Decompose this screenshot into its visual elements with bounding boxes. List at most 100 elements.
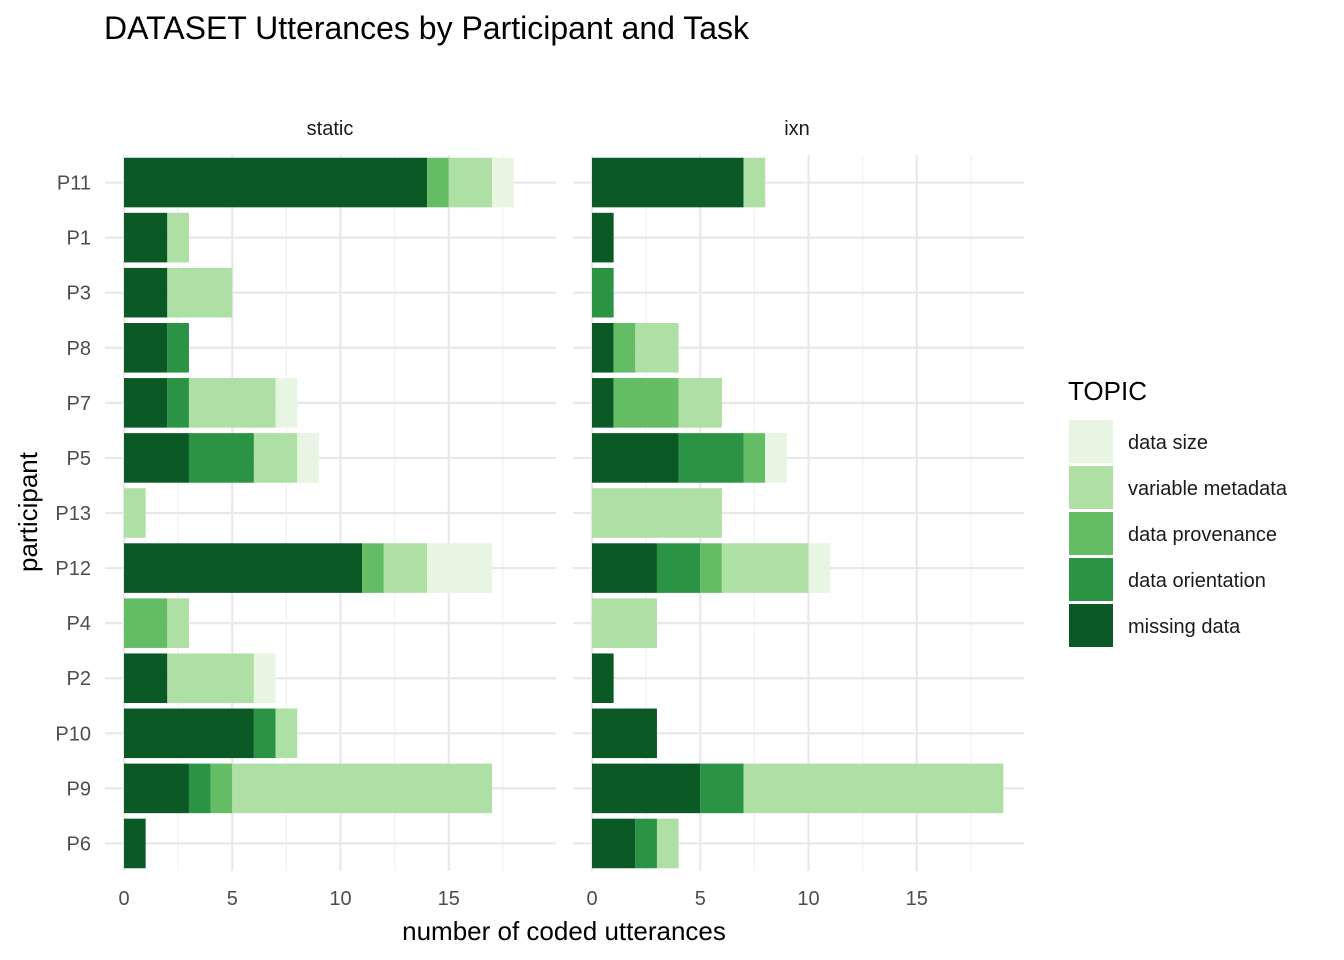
legend-swatch-data-provenance — [1069, 512, 1113, 555]
bar-segment-ixn-p8-data-provenance — [613, 322, 636, 373]
x-tick-label: 15 — [906, 888, 928, 910]
bar-segment-ixn-p11-missing-data — [592, 157, 744, 208]
bar-segment-static-p11-data-size — [492, 157, 514, 208]
bar-segment-static-p12-missing-data — [124, 543, 363, 593]
x-axis-title: number of coded utterances — [402, 916, 726, 946]
legend-label-data-size: data size — [1128, 432, 1208, 454]
bar-segment-static-p8-missing-data — [124, 322, 168, 373]
bar-segment-ixn-p12-data-orientation — [656, 543, 701, 593]
legend-title: TOPIC — [1068, 376, 1147, 406]
bar-segment-static-p1-missing-data — [124, 212, 168, 263]
bar-segment-ixn-p1-missing-data — [592, 212, 614, 263]
legend-label-data-orientation: data orientation — [1128, 570, 1266, 592]
bar-segment-static-p13-variable-metadata — [124, 488, 146, 538]
bar-segment-static-p3-variable-metadata — [167, 267, 233, 318]
x-axis-ticks: 0 5 10 15 — [586, 888, 927, 910]
y-tick-label: P12 — [55, 558, 91, 580]
bar-segment-static-p7-missing-data — [124, 378, 168, 428]
bar-segment-static-p6-missing-data — [124, 818, 146, 869]
legend-label-data-provenance: data provenance — [1128, 524, 1277, 546]
y-tick-label: P13 — [55, 503, 91, 525]
y-tick-label: P7 — [67, 393, 91, 415]
bar-segment-static-p7-data-size — [275, 378, 298, 428]
bars — [124, 157, 514, 869]
legend-swatch-data-size — [1069, 420, 1113, 463]
bar-segment-ixn-p5-data-provenance — [743, 433, 766, 483]
bar-segment-static-p2-missing-data — [124, 653, 168, 704]
bar-segment-static-p5-data-orientation — [188, 433, 254, 483]
bar-segment-ixn-p8-variable-metadata — [635, 322, 679, 373]
y-axis-title: participant — [13, 451, 43, 572]
legend-swatch-variable-metadata — [1069, 466, 1113, 509]
bar-segment-ixn-p6-data-orientation — [635, 818, 657, 869]
bar-segment-ixn-p4-variable-metadata — [592, 598, 657, 648]
bar-segment-static-p10-variable-metadata — [275, 708, 298, 759]
x-tick-label: 10 — [329, 888, 351, 910]
bar-segment-static-p11-data-provenance — [427, 157, 449, 208]
legend: TOPIC data size variable metadata data pro… — [1068, 376, 1288, 647]
bar-segment-ixn-p6-variable-metadata — [656, 818, 679, 869]
x-tick-label: 15 — [438, 888, 460, 910]
bar-segment-static-p7-data-orientation — [167, 378, 189, 428]
bar-segment-static-p11-variable-metadata — [448, 157, 493, 208]
bar-segment-static-p7-variable-metadata — [188, 378, 276, 428]
y-tick-label: P10 — [55, 723, 91, 745]
y-tick-label: P3 — [67, 283, 91, 305]
x-tick-label: 5 — [695, 888, 706, 910]
bar-segment-static-p12-data-size — [427, 543, 493, 593]
chart-title: DATASET Utterances by Participant and Ta… — [104, 10, 750, 46]
bar-segment-ixn-p11-variable-metadata — [743, 157, 766, 208]
y-tick-label: P1 — [67, 228, 91, 250]
bar-segment-ixn-p5-data-size — [765, 433, 787, 483]
bar-segment-static-p12-data-provenance — [362, 543, 384, 593]
bar-segment-ixn-p10-missing-data — [592, 708, 657, 759]
bar-segment-ixn-p3-data-orientation — [592, 267, 614, 318]
y-tick-label: P4 — [67, 613, 91, 635]
bar-segment-ixn-p5-data-orientation — [678, 433, 744, 483]
panel-static: static 0 5 10 15 — [105, 118, 556, 910]
panel-strip-label: static — [307, 118, 354, 140]
bar-segment-static-p4-variable-metadata — [167, 598, 189, 648]
bar-segment-ixn-p2-missing-data — [592, 653, 614, 704]
legend-swatch-missing-data — [1069, 604, 1113, 647]
y-tick-label: P8 — [67, 338, 91, 360]
bar-segment-static-p2-variable-metadata — [167, 653, 254, 704]
legend-label-variable-metadata: variable metadata — [1128, 478, 1288, 500]
bar-segment-static-p9-variable-metadata — [232, 763, 493, 814]
bar-segment-ixn-p7-data-provenance — [613, 378, 679, 428]
x-tick-label: 0 — [586, 888, 597, 910]
bar-segment-static-p4-data-provenance — [124, 598, 168, 648]
y-tick-label: P9 — [67, 778, 91, 800]
bar-segment-static-p5-data-size — [297, 433, 319, 483]
bar-segment-static-p9-missing-data — [124, 763, 189, 814]
bar-segment-ixn-p12-variable-metadata — [721, 543, 809, 593]
legend-label-missing-data: missing data — [1128, 616, 1241, 638]
y-tick-label: P5 — [67, 448, 91, 470]
bar-segment-static-p2-data-size — [253, 653, 276, 704]
y-tick-label: P11 — [57, 173, 91, 195]
x-tick-label: 0 — [118, 888, 129, 910]
bar-segment-ixn-p8-missing-data — [592, 322, 614, 373]
bar-segment-static-p5-variable-metadata — [253, 433, 298, 483]
bars — [592, 157, 1004, 869]
panel-ixn: ixn 0 5 10 15 — [573, 118, 1024, 910]
bar-segment-static-p9-data-provenance — [210, 763, 233, 814]
bar-segment-ixn-p9-missing-data — [592, 763, 701, 814]
x-axis-ticks: 0 5 10 15 — [118, 888, 459, 910]
bar-segment-ixn-p7-variable-metadata — [678, 378, 722, 428]
bar-segment-ixn-p13-variable-metadata — [592, 488, 722, 538]
bar-segment-static-p10-data-orientation — [253, 708, 276, 759]
bar-segment-ixn-p9-data-orientation — [700, 763, 744, 814]
bar-segment-static-p10-missing-data — [124, 708, 254, 759]
bar-segment-ixn-p12-missing-data — [592, 543, 657, 593]
bar-segment-static-p1-variable-metadata — [167, 212, 189, 263]
x-tick-label: 5 — [227, 888, 238, 910]
x-tick-label: 10 — [797, 888, 819, 910]
y-tick-label: P6 — [67, 833, 91, 855]
bar-segment-static-p8-data-orientation — [167, 322, 189, 373]
y-tick-label: P2 — [67, 668, 91, 690]
bar-segment-ixn-p12-data-size — [808, 543, 831, 593]
bar-segment-ixn-p6-missing-data — [592, 818, 636, 869]
bar-segment-static-p12-variable-metadata — [383, 543, 428, 593]
